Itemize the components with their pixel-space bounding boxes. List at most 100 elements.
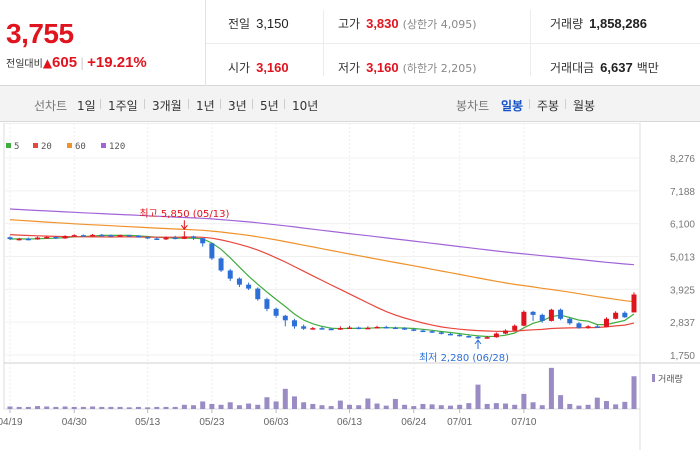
volume-bar xyxy=(172,406,178,409)
divider xyxy=(252,99,253,109)
volume-bar xyxy=(347,404,353,409)
divider xyxy=(565,99,566,109)
y-tick-label: 7,188 xyxy=(670,187,695,198)
candle-body xyxy=(475,336,481,339)
candle-body xyxy=(328,328,334,331)
tab-5y[interactable]: 5년 xyxy=(260,99,279,113)
low-arrow-head xyxy=(474,339,482,345)
change-percent: +19.21% xyxy=(87,54,147,71)
tab-daily[interactable]: 일봉 xyxy=(501,99,524,113)
candle-body xyxy=(383,326,389,329)
volume-bar xyxy=(558,395,564,409)
tab-10y[interactable]: 10년 xyxy=(292,99,319,113)
x-tick-label: 04/30 xyxy=(62,417,87,428)
candle-body xyxy=(145,236,151,239)
line-chart-label: 선차트 xyxy=(34,99,68,113)
volume-bar xyxy=(135,406,141,409)
volume-bar xyxy=(512,404,518,409)
annotations: 최고 5,850 (05/13) 최저 2,280 (06/28) xyxy=(139,208,509,364)
volume-bar xyxy=(126,407,132,409)
volume-bar xyxy=(209,403,215,409)
candle-body xyxy=(457,334,463,337)
candle-body xyxy=(291,320,297,327)
y-tick-label: 5,013 xyxy=(670,253,695,264)
candle-body xyxy=(365,327,371,330)
legend-label: 60 xyxy=(75,142,86,152)
legend-swatch xyxy=(6,143,11,148)
volume-bar xyxy=(227,402,233,409)
price-chart: 5 20 60 120 최고 5,850 (05/13) 최저 2,280 (06/28… xyxy=(0,123,700,450)
tab-3m[interactable]: 3개월 xyxy=(152,99,182,113)
candle-body xyxy=(484,337,490,339)
candle-body xyxy=(117,235,123,237)
volume-bar xyxy=(530,402,536,409)
volume-bar xyxy=(264,397,270,409)
volume-bar xyxy=(548,367,554,409)
candle-body xyxy=(319,328,325,330)
candles xyxy=(7,231,637,340)
x-tick-label: 05/13 xyxy=(135,417,160,428)
volume-bar xyxy=(622,401,628,409)
candle-body xyxy=(80,235,86,237)
divider xyxy=(220,99,221,109)
volume-bar xyxy=(475,384,481,409)
volume-bar xyxy=(90,406,96,409)
y-tick-label: 1,750 xyxy=(670,351,695,362)
candle-body xyxy=(200,238,206,244)
volume-bar xyxy=(181,404,187,409)
candle-body xyxy=(603,318,609,327)
volume-bar xyxy=(429,404,435,409)
current-price: 3,755 xyxy=(6,18,74,49)
divider xyxy=(100,99,101,109)
y-axis: 8,276 7,188 6,100 5,013 3,925 2,837 1,750 xyxy=(670,154,695,362)
candle-body xyxy=(16,238,22,241)
volume-bar xyxy=(603,401,609,409)
candle-body xyxy=(273,308,279,316)
prev-close: 전일 3,150 xyxy=(228,16,289,31)
volume-bar xyxy=(337,400,343,409)
volume-bar xyxy=(301,402,307,409)
volume-label: 거래량 xyxy=(658,373,683,385)
candle-body xyxy=(191,236,197,239)
candle-body xyxy=(447,333,453,336)
tab-monthly[interactable]: 월봉 xyxy=(573,99,596,113)
y-tick-label: 3,925 xyxy=(670,285,695,296)
x-tick-label: 05/23 xyxy=(199,417,224,428)
candle-body xyxy=(282,315,288,321)
volume-bar xyxy=(447,405,453,409)
ma20-line xyxy=(9,234,635,333)
volume-bar xyxy=(356,405,362,409)
candle-body xyxy=(7,237,13,240)
candle-body xyxy=(411,329,417,331)
legend-label: 20 xyxy=(41,142,52,152)
tab-1w[interactable]: 1주일 xyxy=(108,99,138,113)
x-tick-label: 07/10 xyxy=(511,417,536,428)
chart-tab-bar: 선차트 1일 1주일 3개월 1년 3년 5년 10년 봉차트 일봉 주봉 월봉 xyxy=(0,86,700,122)
tab-1y[interactable]: 1년 xyxy=(196,99,215,113)
legend-label: 120 xyxy=(109,142,125,152)
volume-bar xyxy=(7,406,13,409)
divider xyxy=(284,99,285,109)
tab-3y[interactable]: 3년 xyxy=(228,99,247,113)
volume-bar xyxy=(539,405,545,409)
ma5-line xyxy=(9,234,635,338)
moving-average-lines xyxy=(9,208,635,338)
y-tick-label: 8,276 xyxy=(670,154,695,165)
candle-body xyxy=(521,311,527,326)
candle-body xyxy=(558,309,564,319)
open-price: 시가 3,160 xyxy=(228,60,289,75)
up-arrow-icon: ▲ xyxy=(42,56,53,70)
divider xyxy=(144,99,145,109)
volume-bar xyxy=(383,405,389,409)
volume-bar xyxy=(145,407,151,409)
volume-bar xyxy=(374,403,380,409)
volume-bar xyxy=(80,406,86,409)
volume-legend-swatch xyxy=(652,374,655,382)
candle-body xyxy=(154,238,160,240)
tab-weekly[interactable]: 주봉 xyxy=(537,99,560,113)
candle-body xyxy=(613,312,619,319)
tab-1d[interactable]: 1일 xyxy=(77,99,96,113)
volume-bar xyxy=(291,396,297,409)
volume-bar xyxy=(255,404,261,409)
high-annotation: 최고 5,850 (05/13) xyxy=(139,208,229,220)
